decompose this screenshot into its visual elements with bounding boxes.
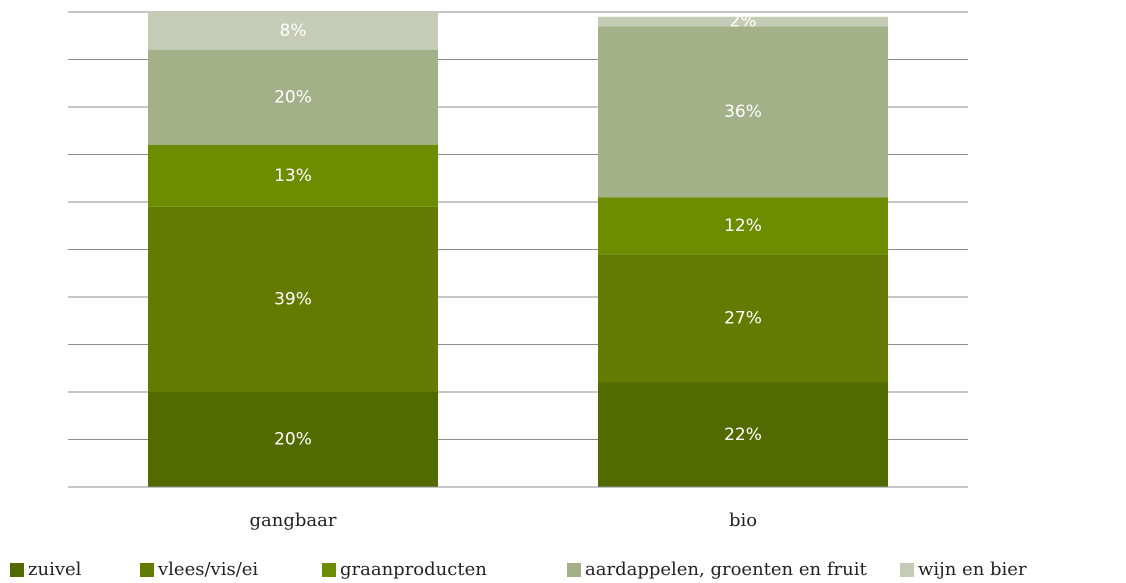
legend-swatch — [322, 563, 336, 577]
data-label: 8% — [280, 21, 307, 41]
x-tick-label: gangbaar — [250, 510, 337, 531]
data-label: 2% — [730, 12, 757, 32]
bar-segment — [598, 26, 888, 198]
data-label: 27% — [724, 308, 762, 328]
bar-segment — [148, 206, 438, 392]
bar-segment — [598, 16, 888, 27]
bar-segment — [148, 145, 438, 207]
data-label: 12% — [724, 216, 762, 236]
bar-segment — [148, 12, 438, 50]
legend-swatch — [567, 563, 581, 577]
data-label: 20% — [274, 430, 312, 450]
legend-label: wijn en bier — [918, 559, 1027, 580]
legend-label: vlees/vis/ei — [157, 559, 258, 580]
data-label: 39% — [274, 289, 312, 309]
legend-swatch — [140, 563, 154, 577]
bar-segment — [598, 197, 888, 255]
legend-swatch — [900, 563, 914, 577]
bar-segment — [148, 50, 438, 145]
data-label: 20% — [274, 88, 312, 108]
legend-label: aardappelen, groenten en fruit — [585, 559, 867, 580]
legend-label: zuivel — [28, 559, 82, 580]
bar-segment — [148, 392, 438, 487]
legend-label: graanproducten — [340, 559, 487, 580]
bar-segment — [598, 254, 888, 383]
bar-segment — [598, 382, 888, 487]
legend-swatch — [10, 563, 24, 577]
data-label: 13% — [274, 166, 312, 186]
x-tick-label: bio — [729, 510, 757, 531]
data-label: 22% — [724, 425, 762, 445]
data-label: 36% — [724, 102, 762, 122]
